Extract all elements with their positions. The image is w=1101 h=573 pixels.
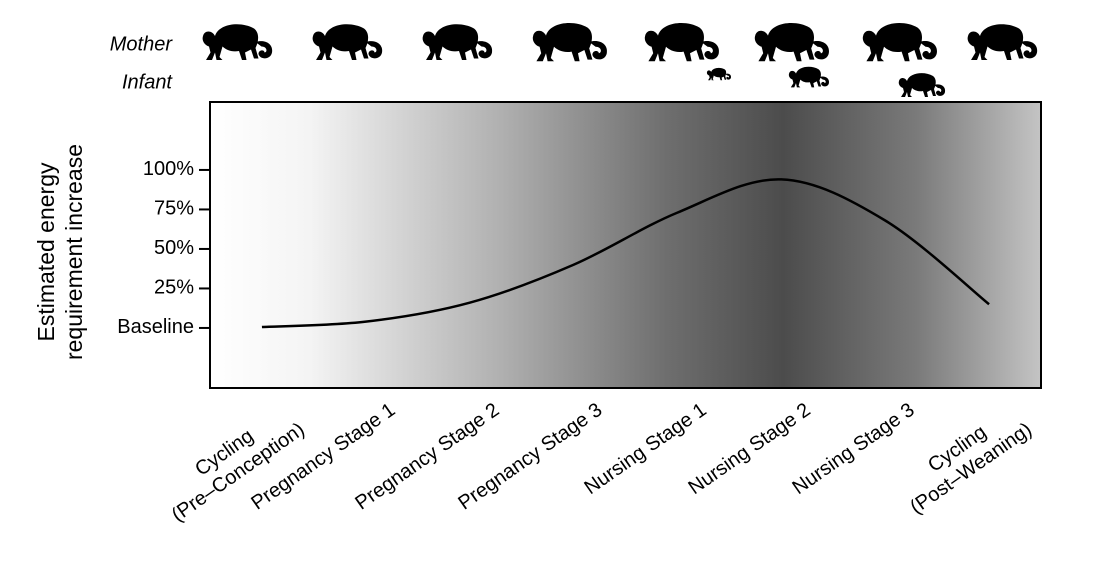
y-tick-label: 25%	[154, 277, 194, 299]
y-axis-label: requirement increase	[61, 144, 87, 360]
plot-area	[210, 102, 1041, 388]
y-tick-label: 75%	[154, 198, 194, 220]
y-axis-label: Estimated energy	[33, 162, 59, 341]
y-tick-label: Baseline	[117, 316, 194, 338]
mother-icons	[203, 23, 1038, 61]
y-tick-label: 50%	[154, 237, 194, 259]
page: Mother Infant Estimated energy requireme…	[0, 0, 1101, 573]
row-label: Mother	[110, 33, 174, 55]
y-tick-label: 100%	[143, 158, 194, 180]
row-label: Infant	[122, 71, 173, 93]
infant-icons	[707, 67, 945, 97]
